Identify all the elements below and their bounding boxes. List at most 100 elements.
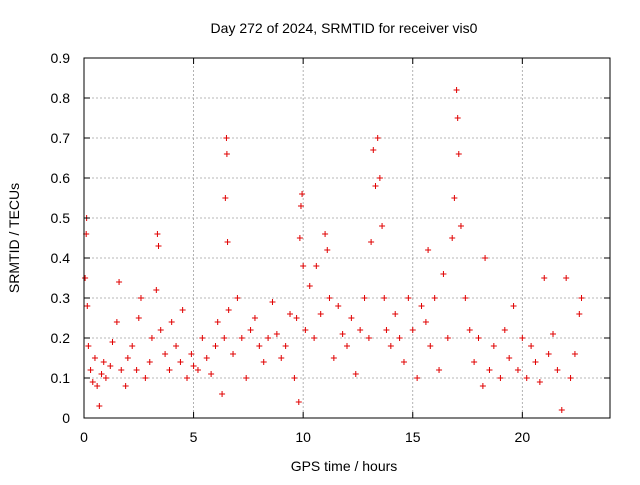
data-point — [148, 335, 155, 341]
data-point — [383, 327, 390, 333]
data-point — [173, 343, 180, 349]
data-point — [479, 383, 486, 389]
data-point — [265, 335, 272, 341]
y-axis-label: SRMTID / TECUs — [6, 183, 22, 293]
data-point — [221, 335, 228, 341]
data-point — [208, 371, 215, 377]
data-point — [352, 371, 359, 377]
data-point — [122, 383, 129, 389]
data-point — [297, 203, 304, 209]
data-point — [238, 335, 245, 341]
data-point — [89, 379, 96, 385]
data-point — [251, 315, 258, 321]
grid-lines — [84, 58, 610, 418]
data-point — [528, 343, 535, 349]
data-point — [545, 351, 552, 357]
data-point — [273, 331, 280, 337]
chart-title: Day 272 of 2024, SRMTID for receiver vis… — [211, 20, 478, 36]
data-point — [300, 263, 307, 269]
x-axis-label: GPS time / hours — [291, 458, 398, 474]
y-tick-label: 0.1 — [51, 370, 71, 386]
data-point — [455, 151, 462, 157]
data-point — [166, 367, 173, 373]
data-point — [219, 391, 226, 397]
data-point — [506, 355, 513, 361]
data-point — [311, 335, 318, 341]
data-point — [427, 343, 434, 349]
data-point — [324, 247, 331, 253]
data-point — [344, 343, 350, 349]
data-points — [82, 87, 585, 413]
data-point — [379, 223, 386, 229]
data-point — [142, 375, 149, 381]
data-point — [296, 235, 303, 241]
axis-ticks: 0 0.1 0.2 0.3 0.4 0.5 0.6 0.7 0.8 0.9 0 5 10 15 20 — [51, 50, 610, 445]
data-point — [98, 371, 105, 377]
data-point — [154, 231, 161, 237]
data-point — [490, 343, 497, 349]
data-point — [567, 375, 574, 381]
data-point — [260, 359, 267, 365]
data-point — [376, 175, 383, 181]
data-point — [451, 195, 458, 201]
data-point — [188, 351, 195, 357]
data-point — [177, 359, 184, 365]
data-point — [313, 263, 320, 269]
data-point — [454, 115, 461, 121]
data-point — [153, 287, 160, 293]
data-point — [550, 331, 557, 337]
data-point — [184, 375, 191, 381]
data-point — [100, 359, 107, 365]
y-tick-label: 0.5 — [51, 210, 71, 226]
data-point — [466, 327, 473, 333]
data-point — [475, 335, 482, 341]
data-point — [135, 315, 142, 321]
data-point — [85, 343, 92, 349]
data-point — [361, 295, 368, 301]
data-point — [224, 239, 231, 245]
data-point — [256, 343, 263, 349]
data-point — [190, 363, 197, 369]
data-point — [124, 355, 131, 361]
data-point — [462, 295, 469, 301]
data-point — [118, 367, 125, 373]
data-point — [109, 339, 116, 345]
data-point — [247, 327, 254, 333]
data-point — [370, 147, 377, 153]
data-point — [225, 307, 232, 313]
data-point — [179, 307, 186, 313]
data-point — [91, 355, 98, 361]
data-point — [222, 195, 229, 201]
data-point — [482, 255, 489, 261]
data-point — [514, 367, 521, 373]
data-point — [82, 275, 89, 281]
data-point — [387, 343, 394, 349]
data-point — [374, 135, 381, 141]
data-point — [326, 295, 333, 301]
x-tick-label: 10 — [295, 429, 311, 445]
data-point — [223, 135, 230, 141]
data-point — [532, 359, 539, 365]
data-point — [269, 299, 276, 305]
data-point — [293, 315, 300, 321]
data-point — [291, 375, 298, 381]
data-point — [116, 279, 123, 285]
data-point — [162, 351, 169, 357]
data-point — [322, 231, 329, 237]
data-point — [137, 295, 144, 301]
y-tick-label: 0 — [62, 410, 70, 426]
x-tick-label: 20 — [515, 429, 531, 445]
data-point — [287, 311, 294, 317]
y-tick-label: 0.4 — [51, 250, 71, 266]
data-point — [501, 327, 508, 333]
data-point — [306, 283, 313, 289]
data-point — [418, 303, 425, 309]
data-point — [203, 355, 210, 361]
data-point — [87, 367, 94, 373]
y-tick-label: 0.7 — [51, 130, 71, 146]
data-point — [96, 403, 103, 409]
data-point — [405, 295, 412, 301]
data-point — [541, 275, 548, 281]
data-point — [243, 375, 250, 381]
